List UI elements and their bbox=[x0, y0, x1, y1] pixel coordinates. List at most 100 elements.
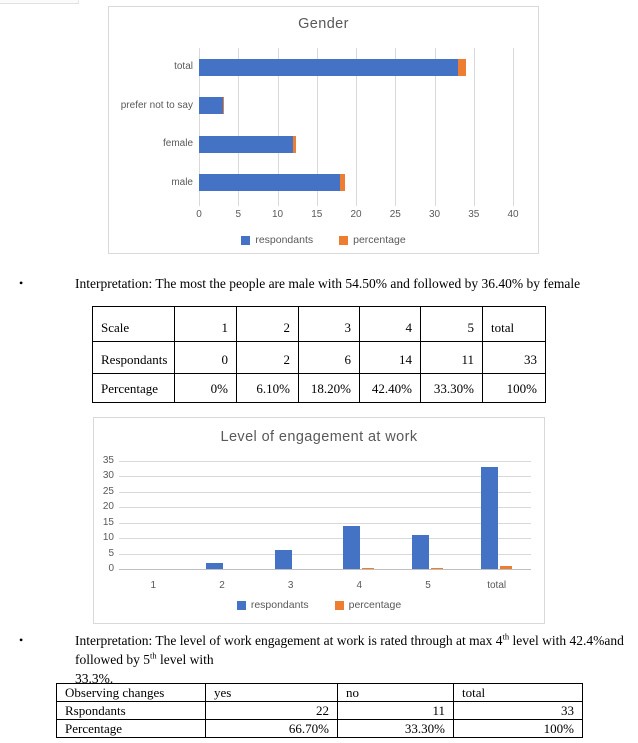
table-cell: 4 bbox=[359, 306, 421, 342]
gridline bbox=[119, 553, 531, 555]
gridline bbox=[119, 491, 531, 493]
bar-respondants-3 bbox=[274, 550, 292, 569]
y-axis-tick-label: 5 bbox=[108, 547, 114, 559]
category-label: prefer not to say bbox=[120, 99, 193, 111]
gridline bbox=[513, 48, 514, 206]
bar-percentage-male bbox=[340, 174, 345, 192]
ordinal-suffix: th bbox=[502, 631, 510, 642]
table-cell: total bbox=[482, 306, 546, 342]
table-cell: 22 bbox=[205, 701, 338, 720]
table-cell: Respondants bbox=[92, 341, 175, 374]
x-axis-tick-label: 10 bbox=[271, 209, 284, 220]
y-axis-tick-label: 15 bbox=[102, 516, 114, 528]
bullet-marker: • bbox=[19, 633, 24, 647]
bar-percentage-4 bbox=[362, 567, 375, 569]
bar-respondants-4 bbox=[343, 525, 361, 569]
x-axis-tick-label: 5 bbox=[235, 209, 242, 220]
gridline bbox=[119, 538, 531, 540]
gender-chart-frame: Gender 0 5 10 15 20 25 30 35 40 total prefer not t… bbox=[108, 6, 539, 254]
engagement-chart-title: Level of engagement at work bbox=[220, 429, 418, 445]
table-cell: 11 bbox=[337, 701, 454, 720]
category-label: total bbox=[487, 580, 507, 591]
gender-chart-legend: respondants percentage bbox=[109, 234, 538, 246]
legend-item: respondants bbox=[241, 234, 313, 246]
table-cell: 14 bbox=[359, 341, 421, 374]
bar-percentage-female bbox=[293, 135, 297, 153]
gridline bbox=[119, 569, 531, 570]
table-cell: 100% bbox=[453, 719, 583, 738]
bar-percentage-total bbox=[458, 58, 466, 76]
table-cell: 11 bbox=[420, 341, 483, 374]
category-label: 4 bbox=[356, 580, 363, 591]
ordinal-suffix: th bbox=[150, 650, 157, 661]
table-cell: 66.70% bbox=[205, 719, 338, 738]
bullet-text: Interpretation: The level of work engage… bbox=[75, 631, 624, 686]
category-label: female bbox=[162, 138, 193, 150]
table-cell: Observing changes bbox=[56, 683, 206, 702]
engagement-chart-legend: respondants percentage bbox=[94, 599, 544, 611]
gridline bbox=[119, 522, 531, 524]
table-cell: no bbox=[337, 683, 454, 702]
percentage-legend-swatch-icon bbox=[339, 235, 349, 245]
gridline bbox=[434, 48, 436, 206]
gridline bbox=[316, 48, 318, 206]
table-cell: 0 bbox=[174, 341, 237, 374]
legend-label: percentage bbox=[353, 234, 406, 246]
x-axis-tick-label: 25 bbox=[389, 209, 401, 220]
legend-label: respondants bbox=[255, 234, 314, 246]
bar-respondants-2 bbox=[206, 562, 223, 569]
table-cell: 2 bbox=[236, 341, 299, 374]
table-cell: 33.30% bbox=[420, 373, 483, 403]
y-axis-tick-label: 35 bbox=[102, 455, 114, 466]
engagement-chart-frame: Level of engagement at work 0 5 10 15 20 25 30… bbox=[93, 417, 545, 624]
bar-respondants-prefer-not-to-say bbox=[199, 97, 223, 115]
table-row: Observing changes yes no total bbox=[56, 683, 583, 702]
table-cell: total bbox=[453, 683, 583, 702]
category-label: 2 bbox=[219, 580, 225, 591]
category-label: male bbox=[171, 176, 193, 188]
bar-respondants-total bbox=[480, 467, 498, 569]
category-label: total bbox=[174, 61, 193, 73]
x-axis-tick-label: 20 bbox=[350, 209, 362, 220]
table-cell: 5 bbox=[420, 306, 483, 342]
bullet-text: Interpretation: The most the people are … bbox=[75, 276, 581, 291]
table-cell: 1 bbox=[174, 306, 237, 342]
respondants-legend-swatch-icon bbox=[241, 235, 251, 245]
table-row: Percentage 0% 6.10% 18.20% 42.40% 33.30% 100% bbox=[92, 373, 546, 403]
bar-respondants-female bbox=[199, 135, 294, 153]
table-cell: Scale bbox=[92, 306, 175, 342]
table-row: Respondants 0 2 6 14 11 33 bbox=[92, 341, 546, 374]
table-cell: 100% bbox=[482, 373, 546, 403]
gridline bbox=[119, 507, 531, 509]
gridline bbox=[119, 461, 531, 462]
bullet-marker: • bbox=[19, 276, 24, 290]
x-axis-tick-label: 40 bbox=[507, 209, 519, 220]
gridline bbox=[199, 48, 200, 206]
category-label: 5 bbox=[425, 580, 431, 591]
gender-chart-plot: 0 5 10 15 20 25 30 35 40 total prefer not to say fe… bbox=[109, 7, 538, 253]
y-axis-tick-label: 20 bbox=[102, 501, 114, 513]
engagement-chart-plot: 0 5 10 15 20 25 30 35 1 2 3 4 5 total bbox=[94, 418, 544, 623]
table-row: Scale 1 2 3 4 5 total bbox=[92, 306, 546, 342]
bar-respondants-total bbox=[199, 58, 459, 76]
bar-respondants-5 bbox=[412, 535, 429, 569]
table-cell: yes bbox=[205, 683, 338, 702]
category-label: 3 bbox=[287, 580, 294, 591]
table-cell: Percentage bbox=[92, 373, 175, 403]
table-cell: 6.10% bbox=[236, 373, 299, 403]
engagement-scale-table: Scale 1 2 3 4 5 total Respondants 0 2 6 14 11 33 Perce… bbox=[92, 306, 546, 403]
table-cell: Percentage bbox=[56, 719, 206, 738]
gridline bbox=[473, 48, 475, 206]
table-cell: 18.20% bbox=[298, 373, 360, 403]
x-axis-tick-label: 0 bbox=[196, 209, 202, 220]
y-axis-tick-label: 30 bbox=[102, 470, 114, 482]
y-axis-tick-label: 10 bbox=[102, 532, 114, 544]
table-row: Percentage 66.70% 33.30% 100% bbox=[56, 719, 583, 738]
table-row: Rspondants 22 11 33 bbox=[56, 701, 583, 720]
legend-item: percentage bbox=[339, 234, 406, 246]
gridline bbox=[119, 476, 531, 478]
x-axis-tick-label: 30 bbox=[428, 209, 441, 220]
percentage-legend-swatch-icon bbox=[334, 600, 344, 610]
legend-item: percentage bbox=[334, 599, 401, 611]
